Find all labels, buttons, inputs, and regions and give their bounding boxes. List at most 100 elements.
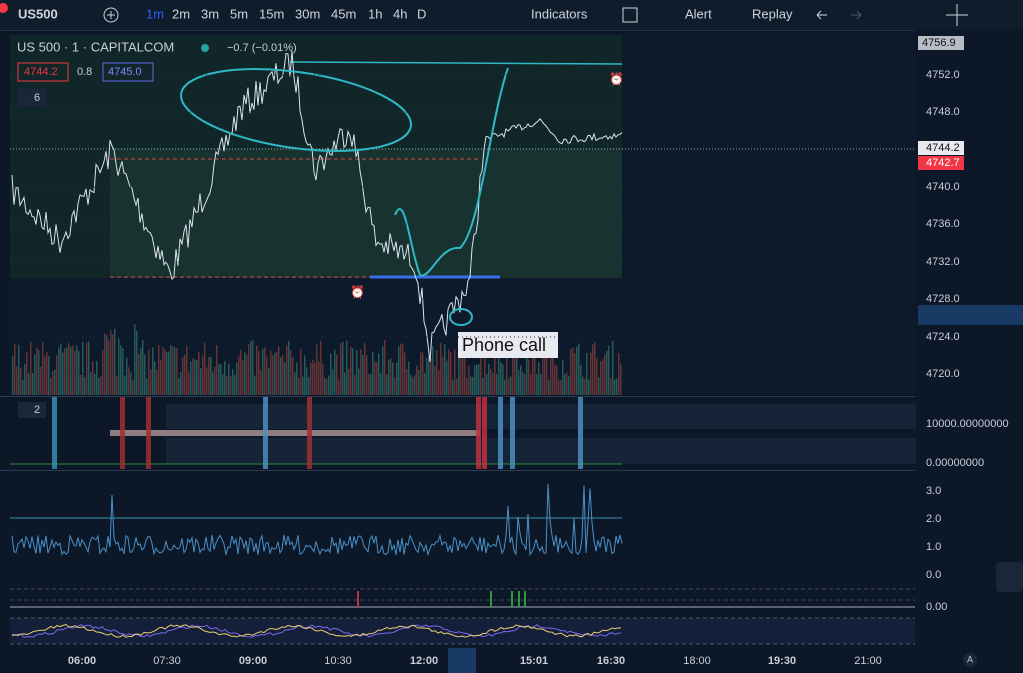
band: [110, 430, 480, 436]
volume-bar: [338, 379, 340, 395]
timeframe[interactable]: 1h: [368, 6, 382, 21]
volume-bar: [546, 345, 548, 395]
volume-bar: [398, 346, 400, 395]
volume-bar: [492, 372, 494, 395]
volume-bar: [518, 370, 520, 395]
volume-bar: [76, 345, 78, 395]
undo-button[interactable]: [816, 10, 827, 20]
volume-bar: [106, 335, 108, 395]
volume-bar: [434, 365, 436, 395]
volume-bar: [594, 342, 596, 395]
symbol[interactable]: US500: [18, 6, 58, 21]
price-label: 4752.0: [926, 69, 960, 81]
pane4-label: 0.00: [926, 601, 947, 613]
redo-button[interactable]: [851, 10, 862, 20]
volume-bar: [444, 344, 446, 395]
oscillator-line: [11, 624, 622, 638]
volume-bar: [130, 371, 132, 395]
volume-bar: [94, 374, 96, 395]
volume-bar: [18, 344, 20, 395]
volume-bar: [498, 351, 500, 395]
volume-bar: [528, 359, 530, 395]
volume-bar: [458, 342, 460, 395]
timeframe[interactable]: 1m: [146, 6, 164, 21]
time-label: 12:00: [410, 655, 438, 667]
volume-bar: [482, 377, 484, 395]
volume-bar: [476, 364, 478, 395]
volume-bar: [252, 340, 254, 395]
volume-bar: [312, 359, 314, 395]
pane2-label: 10000.00000000: [926, 418, 1009, 430]
add-icon: [107, 11, 115, 19]
price-label: 4742.7: [926, 157, 960, 169]
signal-tick: [511, 591, 513, 607]
volume-bar: [320, 340, 322, 395]
volume-bar: [496, 373, 498, 395]
signal-tick: [518, 591, 520, 607]
signal-bar: [263, 397, 268, 469]
timeframe[interactable]: D: [417, 6, 426, 21]
side-handle[interactable]: [996, 562, 1023, 592]
volume-bar: [232, 369, 234, 395]
crosshair-button[interactable]: [946, 4, 968, 26]
volume-bar: [576, 346, 578, 395]
volume-bar: [602, 359, 604, 395]
volume-bar: [244, 352, 246, 395]
sell-box[interactable]: [17, 62, 69, 82]
buy-box[interactable]: [102, 62, 154, 82]
volume-bar: [254, 375, 256, 395]
timeframe[interactable]: 4h: [393, 6, 407, 21]
timeframe[interactable]: 5m: [230, 6, 248, 21]
volume-bar: [530, 374, 532, 395]
timeframe[interactable]: 30m: [295, 6, 320, 21]
volume-bar: [536, 374, 538, 395]
pane-toggle[interactable]: [18, 402, 46, 418]
volume-bar: [502, 364, 504, 395]
indicators-toggle[interactable]: [18, 89, 46, 107]
bid[interactable]: 4744.2: [24, 66, 58, 78]
volume-bar: [396, 362, 398, 395]
top-badge: 4756.9: [922, 37, 956, 49]
timeframe[interactable]: 2m: [172, 6, 190, 21]
volume-bar: [302, 376, 304, 395]
layouts-button[interactable]: [622, 7, 638, 23]
timeframe[interactable]: 15m: [259, 6, 284, 21]
price-label: 4724.0: [926, 331, 960, 343]
volume-bar: [532, 353, 534, 395]
volume-bar: [296, 362, 298, 395]
add-symbol[interactable]: [103, 7, 119, 23]
alert-button[interactable]: Alert: [685, 6, 712, 21]
volume-bar: [566, 372, 568, 395]
auto-scale[interactable]: A: [967, 654, 973, 664]
volume-bar: [440, 343, 442, 395]
volume-bar: [596, 357, 598, 395]
volume-bar: [360, 349, 362, 395]
volume-bar: [548, 379, 550, 395]
volume-bar: [20, 367, 22, 395]
volume-bar: [54, 369, 56, 395]
signal-bar: [482, 397, 487, 469]
volume-bar: [446, 360, 448, 395]
volume-bar: [246, 355, 248, 395]
volume-bar: [140, 348, 142, 395]
volume-bar: [184, 354, 186, 395]
indicator-count[interactable]: 6: [34, 92, 40, 104]
volume-bar: [98, 377, 100, 395]
replay-button[interactable]: Replay: [752, 6, 793, 21]
volume-bar: [564, 373, 566, 395]
ask[interactable]: 4745.0: [108, 66, 142, 78]
volume-bar: [136, 330, 138, 395]
volume-bar: [438, 370, 440, 395]
volume-bar: [122, 348, 124, 395]
timeframe[interactable]: 45m: [331, 6, 356, 21]
volume-bar: [194, 359, 196, 395]
volume-bar: [38, 349, 40, 395]
auto-scale-button[interactable]: [963, 653, 977, 667]
time-label: 16:30: [597, 655, 625, 667]
timeframe[interactable]: 3m: [201, 6, 219, 21]
volume-bar: [316, 344, 318, 395]
drawn-ellipse: [180, 68, 412, 152]
volume-bar: [550, 341, 552, 395]
indicators-button[interactable]: Indicators: [531, 6, 588, 21]
